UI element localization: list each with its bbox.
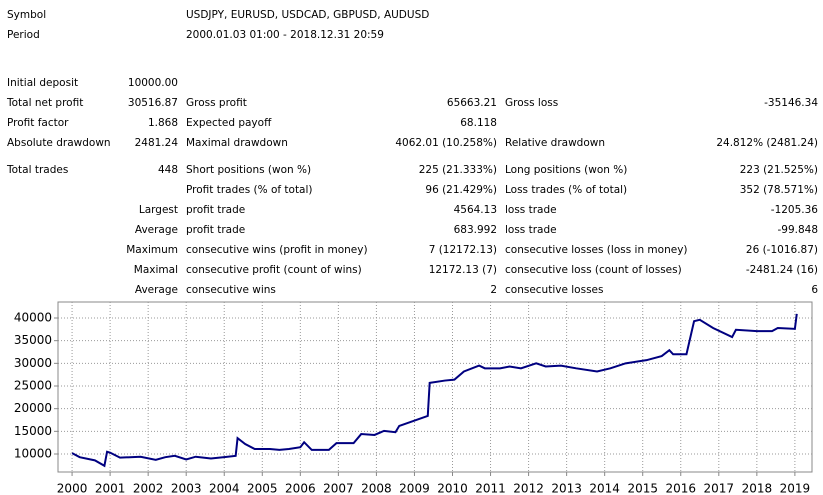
y-tick-label: 35000 [14,333,52,347]
report-cell: Maximal drawdown [186,137,288,149]
x-tick-label: 2016 [665,482,696,495]
x-tick-label: 2006 [285,482,316,495]
x-tick-label: 2000 [57,482,88,495]
plot-frame [57,301,813,473]
x-tick-label: 2012 [513,482,544,495]
chart: 10000 15000 20000 25000 30000 35000 40000 2000 2… [14,301,813,495]
x-tick-label: 2015 [627,482,658,495]
report-cell: -1205.36 [771,204,819,216]
report-cell: 68.118 [460,117,497,129]
report-cell: Gross loss [505,97,558,109]
x-tick-label: 2009 [399,482,430,495]
report-cell: Relative drawdown [505,137,605,149]
info-value: USDJPY, EURUSD, USDCAD, GBPUSD, AUDUSD [186,9,429,21]
y-tick-label: 40000 [14,311,52,325]
x-tick-label: 2007 [323,482,354,495]
report-cell: Profit trades (% of total) [186,184,313,196]
report-cell: consecutive wins (profit in money) [186,244,368,256]
x-tick-label: 2002 [133,482,164,495]
report-cell: 30516.87 [128,97,178,109]
report-cell: -99.848 [777,224,818,236]
report-cell: 7 (12172.13) [429,244,497,256]
report-cell: Maximal [134,264,178,276]
report-cell: 448 [158,164,178,176]
report-cell: 65663.21 [447,97,497,109]
x-tick-label: 2017 [704,482,735,495]
report-cell: 683.992 [454,224,497,236]
y-tick-label: 10000 [14,447,52,461]
report-cell: 1.868 [148,117,178,129]
x-tick-label: 2005 [247,482,278,495]
balance-line [71,313,798,468]
report-cell: 24.812% (2481.24) [716,137,818,149]
report-cell: consecutive losses (loss in money) [505,244,688,256]
x-tick-label: 2013 [551,482,582,495]
x-tick-label: 2001 [95,482,126,495]
report-cell: profit trade [186,224,245,236]
report-cell: 6 [811,284,818,296]
report-cell: 4564.13 [454,204,497,216]
report-cell: Maximum [126,244,178,256]
x-tick-label: 2010 [437,482,468,495]
report-cell: Gross profit [186,97,247,109]
report-cell: consecutive loss (count of losses) [505,264,682,276]
report-cell: 2481.24 [135,137,179,149]
report-cell: 223 (21.525%) [740,164,818,176]
report-cell: consecutive losses [505,284,603,296]
report-cell: 225 (21.333%) [419,164,497,176]
x-tick-label: 2011 [475,482,506,495]
report-cell: 352 (78.571%) [740,184,818,196]
info-label: Symbol [7,9,46,21]
report-cell: Total trades [6,164,68,176]
report-cell: Total net profit [6,97,83,109]
report-cell: Absolute drawdown [7,137,111,149]
report-cell: 2 [490,284,497,296]
report-cell: Average [135,224,178,236]
report-cell: 26 (-1016.87) [746,244,818,256]
report-cell: Short positions (won %) [186,164,311,176]
report-cell: profit trade [186,204,245,216]
report-cell: Largest [139,204,178,216]
y-tick-label: 25000 [14,379,52,393]
y-tick-label: 20000 [14,401,52,415]
x-tick-label: 2004 [209,482,240,495]
report-cell: consecutive profit (count of wins) [186,264,362,276]
report-cell: Profit factor [7,117,69,129]
report-cell: Long positions (won %) [505,164,627,176]
report-cell: loss trade [505,224,557,236]
report-cell: consecutive wins [186,284,276,296]
x-tick-label: 2014 [589,482,620,495]
y-tick-label: 15000 [14,424,52,438]
report-cell: 12172.13 (7) [429,264,497,276]
x-tick-label: 2008 [361,482,392,495]
x-tick-label: 2019 [780,482,811,495]
report-cell: Expected payoff [186,117,272,129]
x-tick-label: 2003 [171,482,202,495]
report-cell: 10000.00 [128,77,178,89]
report-cell: -2481.24 (16) [746,264,818,276]
report-cell: Initial deposit [7,77,78,89]
info-value: 2000.01.03 01:00 - 2018.12.31 20:59 [186,29,384,41]
report-cell: 96 (21.429%) [425,184,497,196]
report-cell: -35146.34 [764,97,818,109]
y-tick-label: 30000 [14,356,52,370]
report-cell: 4062.01 (10.258%) [395,137,497,149]
report-cell: Average [135,284,178,296]
info-label: Period [7,29,40,41]
x-tick-label: 2018 [742,482,773,495]
report-cell: loss trade [505,204,557,216]
report-cell: Loss trades (% of total) [505,184,627,196]
